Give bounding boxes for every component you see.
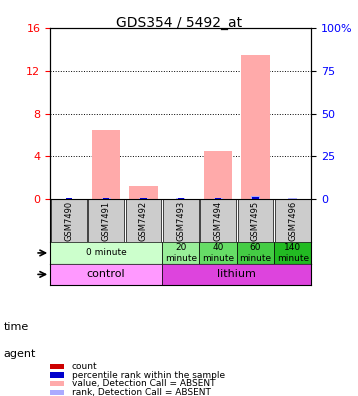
Text: GSM7493: GSM7493 [176, 201, 185, 241]
FancyBboxPatch shape [51, 199, 87, 242]
Bar [204, 151, 232, 199]
FancyBboxPatch shape [163, 199, 199, 242]
Bar [66, 198, 72, 199]
Text: 140
minute: 140 minute [277, 243, 309, 263]
Bar [102, 198, 111, 199]
Text: GSM7496: GSM7496 [288, 201, 297, 241]
FancyBboxPatch shape [50, 242, 162, 264]
Bar [241, 55, 270, 199]
Bar [215, 198, 221, 199]
FancyBboxPatch shape [238, 199, 274, 242]
FancyBboxPatch shape [126, 199, 161, 242]
FancyBboxPatch shape [50, 264, 162, 285]
Bar [252, 197, 259, 199]
Bar [103, 198, 110, 199]
FancyBboxPatch shape [199, 242, 237, 264]
Text: GSM7495: GSM7495 [251, 201, 260, 241]
Text: 0 minute: 0 minute [86, 248, 126, 257]
FancyBboxPatch shape [162, 264, 311, 285]
FancyBboxPatch shape [275, 199, 311, 242]
Text: count: count [72, 362, 97, 371]
Text: GSM7490: GSM7490 [64, 201, 73, 241]
FancyBboxPatch shape [237, 242, 274, 264]
Bar [290, 198, 296, 199]
Bar [129, 187, 158, 199]
Text: agent: agent [4, 349, 36, 360]
Bar [251, 196, 260, 199]
FancyBboxPatch shape [200, 199, 236, 242]
Text: 20
minute: 20 minute [165, 243, 197, 263]
Bar [176, 198, 185, 199]
Text: control: control [87, 269, 125, 280]
Bar [214, 198, 223, 199]
FancyBboxPatch shape [88, 199, 124, 242]
Text: percentile rank within the sample: percentile rank within the sample [72, 371, 225, 379]
Text: GDS354 / 5492_at: GDS354 / 5492_at [116, 16, 242, 30]
Bar [92, 129, 121, 199]
Text: 60
minute: 60 minute [240, 243, 271, 263]
FancyBboxPatch shape [274, 242, 311, 264]
Text: GSM7491: GSM7491 [102, 201, 111, 241]
Text: lithium: lithium [217, 269, 256, 280]
FancyBboxPatch shape [162, 242, 199, 264]
Text: value, Detection Call = ABSENT: value, Detection Call = ABSENT [72, 379, 215, 388]
Bar [178, 198, 184, 199]
Text: GSM7494: GSM7494 [214, 201, 223, 241]
Text: time: time [4, 322, 29, 332]
Bar [140, 198, 147, 199]
Bar [139, 198, 148, 199]
Text: GSM7492: GSM7492 [139, 201, 148, 241]
Bar [288, 198, 297, 199]
Text: rank, Detection Call = ABSENT: rank, Detection Call = ABSENT [72, 388, 211, 396]
Text: 40
minute: 40 minute [202, 243, 234, 263]
